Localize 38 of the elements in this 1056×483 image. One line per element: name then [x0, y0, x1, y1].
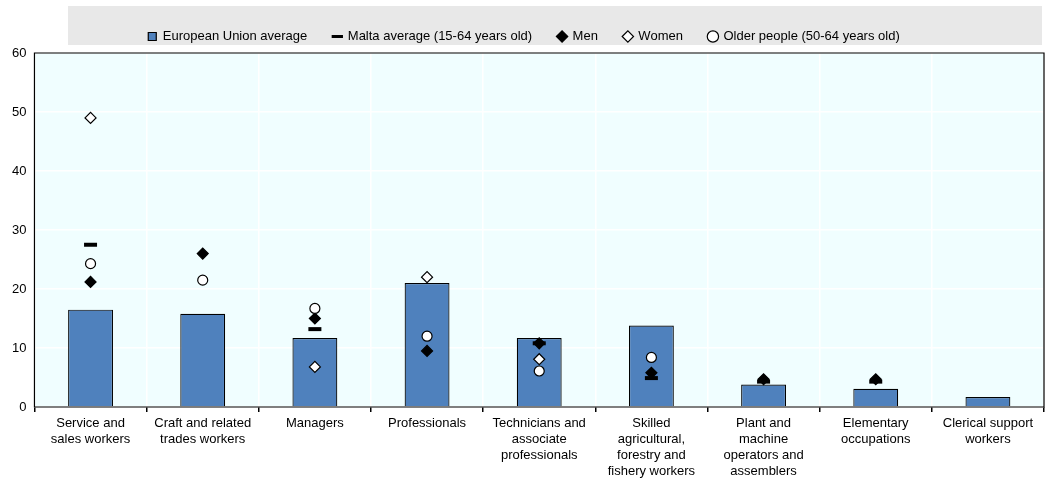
point	[309, 302, 321, 315]
x-tick-label: Skilled agricultural, forestry and fishery workers	[607, 414, 696, 479]
x-tick-label: Clerical support workers	[942, 414, 1034, 446]
point	[197, 274, 209, 286]
point	[645, 351, 657, 364]
point	[84, 258, 97, 270]
y-tick-label: 10	[11, 339, 27, 355]
point	[421, 330, 433, 342]
point	[196, 247, 209, 260]
x-tick-label: Elementary occupations	[841, 414, 911, 446]
x-tick-label: Technicians and associate professionals	[492, 414, 586, 463]
point	[533, 337, 546, 350]
point	[757, 373, 770, 386]
point	[420, 344, 434, 358]
y-tick-label: 0	[19, 398, 27, 414]
legend-label: European Union average	[162, 28, 308, 44]
point	[533, 353, 546, 366]
y-tick-label: 40	[11, 162, 27, 178]
y-tick-label: 50	[11, 103, 27, 119]
point	[84, 275, 97, 289]
x-tick-label: Professionals	[388, 414, 467, 430]
point	[869, 373, 882, 386]
x-tick-label: Craft and related trades workers	[154, 414, 252, 446]
y-tick-label: 60	[11, 44, 27, 60]
point	[420, 271, 434, 284]
legend-label: Malta average (15-64 years old)	[347, 28, 533, 44]
point	[308, 360, 321, 373]
x-tick-label: Plant and machine operators and assemblers	[723, 414, 804, 479]
x-tick-label: Service and sales workers	[50, 414, 131, 446]
x-tick-label: Managers	[285, 414, 345, 430]
y-tick-label: 20	[11, 280, 27, 296]
point	[308, 312, 321, 325]
point	[84, 111, 97, 124]
legend-label: Women	[638, 28, 683, 44]
legend-label: Older people (50-64 years old)	[723, 28, 900, 44]
point	[533, 365, 545, 377]
legend-label: Men	[572, 28, 598, 44]
y-tick-label: 30	[11, 221, 27, 237]
